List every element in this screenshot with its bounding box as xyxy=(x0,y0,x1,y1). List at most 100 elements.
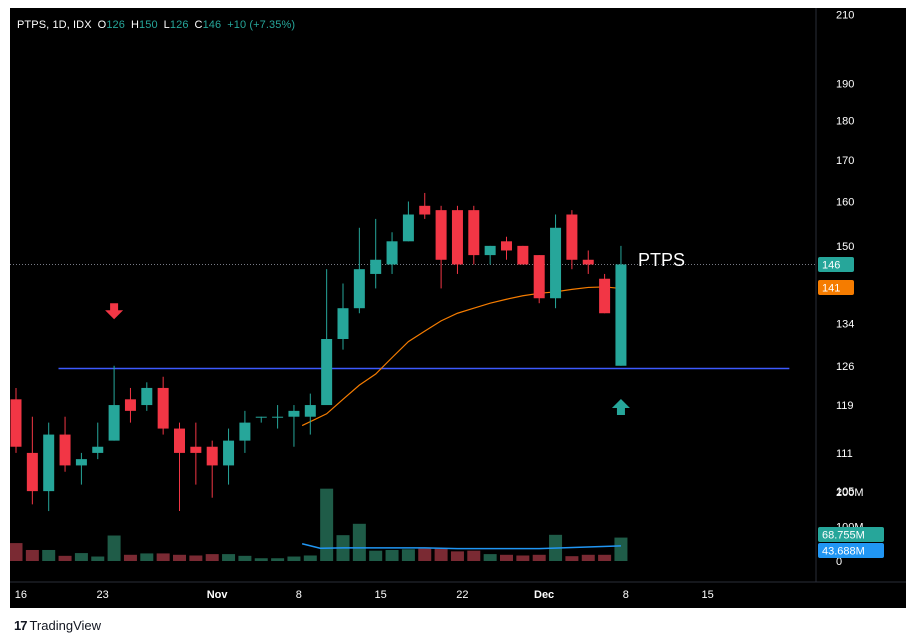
candle-body xyxy=(157,387,169,429)
candle-down xyxy=(206,440,218,498)
footer[interactable]: 17 TradingView xyxy=(14,618,101,633)
volume-bar xyxy=(581,554,595,561)
volume-bar xyxy=(123,554,137,561)
candle-body xyxy=(386,241,398,265)
volume-bar xyxy=(532,554,546,561)
volume-bar xyxy=(107,535,121,561)
volume-bar xyxy=(565,556,579,561)
candle-body xyxy=(272,416,284,418)
volume-bar xyxy=(254,558,268,561)
candle-body xyxy=(43,434,55,492)
price-tick-label: 180 xyxy=(836,116,854,128)
time-tick-label: 22 xyxy=(456,589,468,601)
candle-body xyxy=(484,245,496,256)
candle-body xyxy=(582,259,594,265)
volume-bar xyxy=(91,556,105,561)
volume-bar xyxy=(320,488,334,561)
candle-down xyxy=(582,250,594,274)
price-tick-label: 119 xyxy=(836,400,854,412)
last-price-tag: 146 xyxy=(818,256,854,272)
candle-up xyxy=(370,218,382,289)
candle-body xyxy=(59,434,71,466)
volume-bar xyxy=(598,554,612,561)
candle-up xyxy=(75,452,87,485)
volume-bar xyxy=(271,558,285,561)
chart-canvas[interactable]: 21019018017016015013412611911110599200M1… xyxy=(10,8,906,608)
symbol-annotation: PTPS xyxy=(638,250,686,270)
candle-body xyxy=(206,446,218,466)
price-axis: 21019018017016015013412611911110599200M1… xyxy=(836,10,864,568)
candle-up xyxy=(304,393,316,435)
price-tags: 146 141 68.755M 43.688M xyxy=(818,256,884,558)
volume-bar xyxy=(287,556,301,561)
price-tick-label: 150 xyxy=(836,241,854,253)
volume-bar xyxy=(303,555,317,561)
volume-bar xyxy=(516,555,530,561)
price-tick-label: 190 xyxy=(836,78,854,90)
volume-bar xyxy=(189,555,203,561)
candle-body xyxy=(304,405,316,417)
candle-body xyxy=(255,416,267,418)
volume-bar xyxy=(614,537,628,561)
candle-body xyxy=(141,387,153,406)
candle-body xyxy=(223,440,235,466)
candle-down xyxy=(59,416,71,472)
candle-up xyxy=(108,365,120,441)
volume-tick-label: 0 xyxy=(836,556,842,568)
candle-down xyxy=(517,245,529,265)
candle-body xyxy=(337,308,349,339)
time-tick-label: 15 xyxy=(374,589,386,601)
volume-bar xyxy=(500,554,513,561)
brand-name: TradingView xyxy=(29,618,102,633)
candle-body xyxy=(599,278,611,314)
volume-bar xyxy=(434,548,448,561)
candle-down xyxy=(157,376,169,435)
candle-down xyxy=(451,205,463,274)
low-value: 126 xyxy=(169,19,189,31)
arrow-up-icon[interactable] xyxy=(611,399,630,416)
candle-up xyxy=(321,269,333,406)
candle-body xyxy=(124,399,136,411)
last-price-tag-bg xyxy=(818,256,854,272)
candle-body xyxy=(26,452,38,492)
close-label: C xyxy=(194,19,203,31)
candle-body xyxy=(174,428,185,453)
open-label: O xyxy=(97,19,107,31)
volume-bar xyxy=(467,550,481,561)
candle-up xyxy=(239,410,251,453)
ma-price-tag-text: 141 xyxy=(822,282,840,294)
volume-bar xyxy=(352,523,366,561)
volume-last-tag-bg xyxy=(818,527,884,542)
arrow-down-icon[interactable] xyxy=(105,303,124,320)
candle-body xyxy=(10,399,22,447)
candle-up xyxy=(141,382,153,411)
candle-body xyxy=(435,210,447,260)
ma-price-tag: 141 xyxy=(818,279,854,295)
price-tick-label: 170 xyxy=(836,155,854,167)
volume-tick-label: 200M xyxy=(836,487,864,499)
candle-up xyxy=(337,283,349,350)
volume-ma-tag-bg xyxy=(818,543,884,558)
volume-ma-tag: 43.688M xyxy=(818,543,884,558)
volume-pane xyxy=(10,488,628,561)
candle-body xyxy=(353,269,365,309)
candle-down xyxy=(435,205,447,289)
time-tick-label: 15 xyxy=(701,589,713,601)
candle-up xyxy=(386,232,398,274)
price-tick-label: 210 xyxy=(836,10,854,22)
symbol-legend[interactable]: PTPS, 1D, IDX O126 H150 L126 C146 +10 (+7.35%… xyxy=(17,19,295,31)
candle-up xyxy=(92,422,104,460)
price-ma-line xyxy=(301,286,622,427)
symbol-title: PTPS, 1D, IDX xyxy=(17,19,92,31)
candle-body xyxy=(321,338,333,406)
candle-up xyxy=(402,201,414,242)
candle-down xyxy=(174,422,185,512)
candle-body xyxy=(402,214,414,242)
chart-frame[interactable]: 21019018017016015013412611911110599200M1… xyxy=(10,8,906,608)
time-tick-label: 16 xyxy=(15,589,27,601)
volume-bar xyxy=(369,550,383,561)
candle-up xyxy=(223,428,235,485)
volume-bar xyxy=(418,548,432,561)
candle-up xyxy=(484,245,496,265)
candle-down xyxy=(566,210,578,270)
